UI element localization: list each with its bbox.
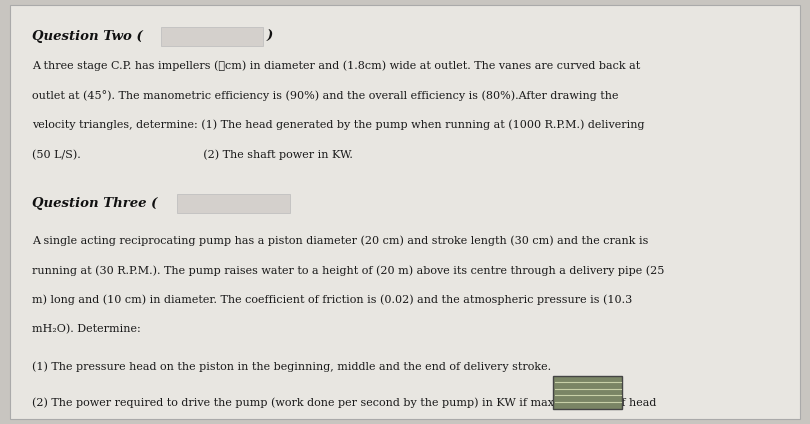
Text: (2) The power required to drive the pump (work done per second by the pump) in K: (2) The power required to drive the pump… [32, 397, 656, 408]
FancyBboxPatch shape [553, 377, 622, 409]
Text: A single acting reciprocating pump has a piston diameter (20 cm) and stroke leng: A single acting reciprocating pump has a… [32, 236, 648, 246]
FancyBboxPatch shape [177, 194, 290, 213]
Text: A three stage C.P. has impellers (④cm) in diameter and (1.8cm) wide at outlet. T: A three stage C.P. has impellers (④cm) i… [32, 61, 640, 71]
Text: ): ) [266, 30, 272, 43]
Text: Question Three (: Question Three ( [32, 197, 157, 210]
Text: m) long and (10 cm) in diameter. The coefficient of friction is (0.02) and the a: m) long and (10 cm) in diameter. The coe… [32, 295, 632, 305]
FancyBboxPatch shape [161, 27, 263, 47]
Text: running at (30 R.P.M.). The pump raises water to a height of (20 m) above its ce: running at (30 R.P.M.). The pump raises … [32, 265, 664, 276]
Text: mH₂O). Determine:: mH₂O). Determine: [32, 324, 140, 334]
Text: outlet at (45°). The manometric efficiency is (90%) and the overall efficiency i: outlet at (45°). The manometric efficien… [32, 90, 618, 101]
Text: Question Two (: Question Two ( [32, 30, 143, 43]
FancyBboxPatch shape [10, 5, 800, 419]
Text: velocity triangles, determine: (1) The head generated by the pump when running a: velocity triangles, determine: (1) The h… [32, 120, 644, 130]
Text: (1) The pressure head on the piston in the beginning, middle and the end of deli: (1) The pressure head on the piston in t… [32, 362, 551, 372]
Text: (50 L/S).                                   (2) The shaft power in KW.: (50 L/S). (2) The shaft power in KW. [32, 149, 352, 159]
